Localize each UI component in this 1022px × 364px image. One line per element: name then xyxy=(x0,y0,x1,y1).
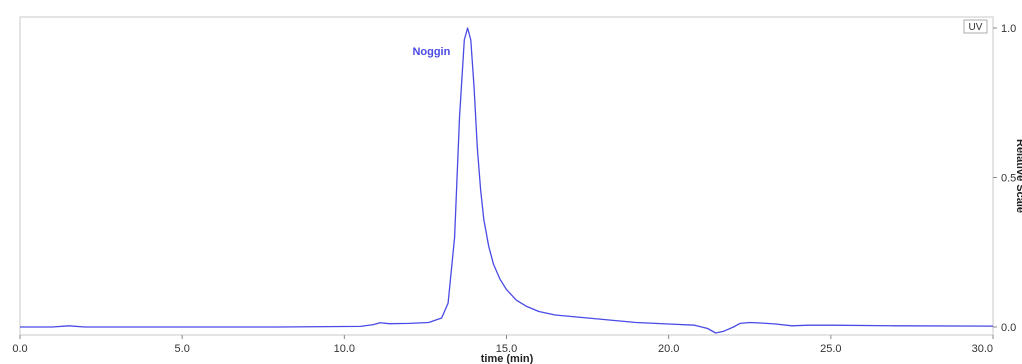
y-axis-title: Relative Scale xyxy=(1014,139,1022,213)
y-tick-label: 1.0 xyxy=(1001,23,1016,35)
x-tick-label: 25.0 xyxy=(820,343,841,355)
x-tick-label: 15.0 xyxy=(496,343,517,355)
x-tick-label: 0.0 xyxy=(12,343,27,355)
x-tick-label: 10.0 xyxy=(334,343,355,355)
x-tick-label: 20.0 xyxy=(658,343,679,355)
y-axis: 0.0 0.5 1.0 xyxy=(993,23,1016,334)
uv-trace-line xyxy=(20,27,994,334)
series-tag-box xyxy=(963,19,988,34)
x-tick-label: 30.0 xyxy=(972,343,993,355)
annotations: Noggin xyxy=(412,46,450,58)
x-axis-title: time (min) xyxy=(481,353,534,364)
x-tick-label: 5.0 xyxy=(175,343,190,355)
y-tick-label: 0.5 xyxy=(1001,173,1016,185)
x-axis: 0.0 5.0 10.0 15.0 20.0 25.0 30.0 xyxy=(12,335,994,355)
peak-label: Noggin xyxy=(412,46,450,58)
series-tag: UV xyxy=(963,19,988,34)
series-tag-label: UV xyxy=(969,22,983,33)
plot-frame xyxy=(19,16,994,336)
y-tick-label: 0.0 xyxy=(1001,322,1016,334)
